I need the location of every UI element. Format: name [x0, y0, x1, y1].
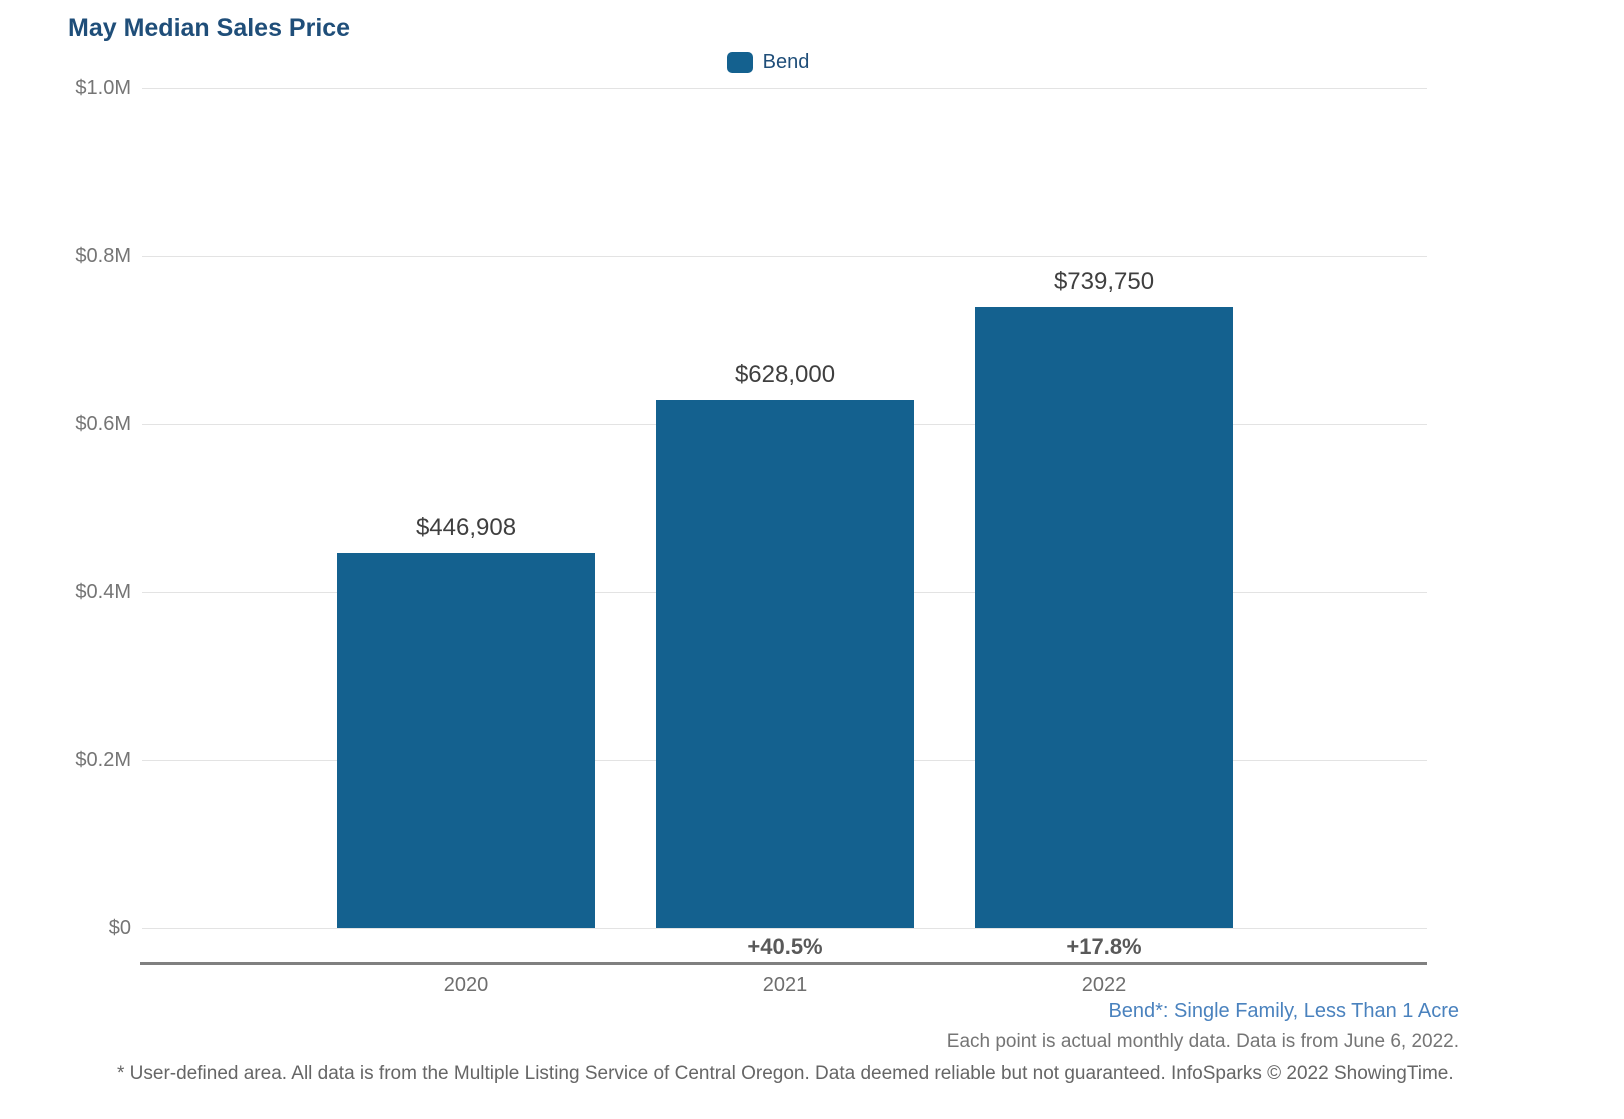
- y-tick-label: $0.6M: [75, 413, 131, 435]
- x-tick-label-2020: 2020: [443, 974, 489, 996]
- y-tick-label: $0.2M: [75, 749, 131, 771]
- gridline-$1.0M: [142, 88, 1427, 89]
- gridline-$0.8M: [142, 256, 1427, 257]
- y-tick-label: $0.4M: [75, 581, 131, 603]
- x-axis-line: [140, 962, 1427, 965]
- legend[interactable]: Bend: [0, 51, 1536, 74]
- series-definition-link[interactable]: Bend*: Single Family, Less Than 1 Acre: [1108, 1000, 1459, 1022]
- bar-value-label-2022: $739,750: [1053, 267, 1155, 295]
- gridline-$0: [142, 928, 1427, 929]
- legend-label-bend: Bend: [762, 51, 810, 73]
- disclaimer-text: * User-defined area. All data is from th…: [117, 1063, 1454, 1084]
- bar-value-label-2020: $446,908: [415, 513, 517, 541]
- bar-value-label-2021: $628,000: [734, 361, 836, 389]
- bar-2022[interactable]: [975, 306, 1233, 928]
- bar-2020[interactable]: [337, 552, 595, 928]
- plot-area: $1.0M $0.8M $0.6M $0.4M $0.2M $0 $446,908 $628,…: [75, 77, 1427, 939]
- y-tick-label: $0.8M: [75, 245, 131, 267]
- pct-change-label-2022: +17.8%: [1066, 934, 1142, 959]
- y-tick-label: $1.0M: [75, 77, 131, 99]
- data-source-note: Each point is actual monthly data. Data …: [946, 1031, 1459, 1052]
- y-tick-label: $0: [108, 917, 131, 939]
- chart-title: May Median Sales Price: [68, 14, 351, 42]
- bar-2021[interactable]: [656, 400, 914, 928]
- pct-change-label-2021: +40.5%: [747, 934, 823, 959]
- x-tick-label-2022: 2022: [1081, 974, 1127, 996]
- legend-swatch-icon: [726, 52, 753, 73]
- x-tick-label-2021: 2021: [762, 974, 808, 996]
